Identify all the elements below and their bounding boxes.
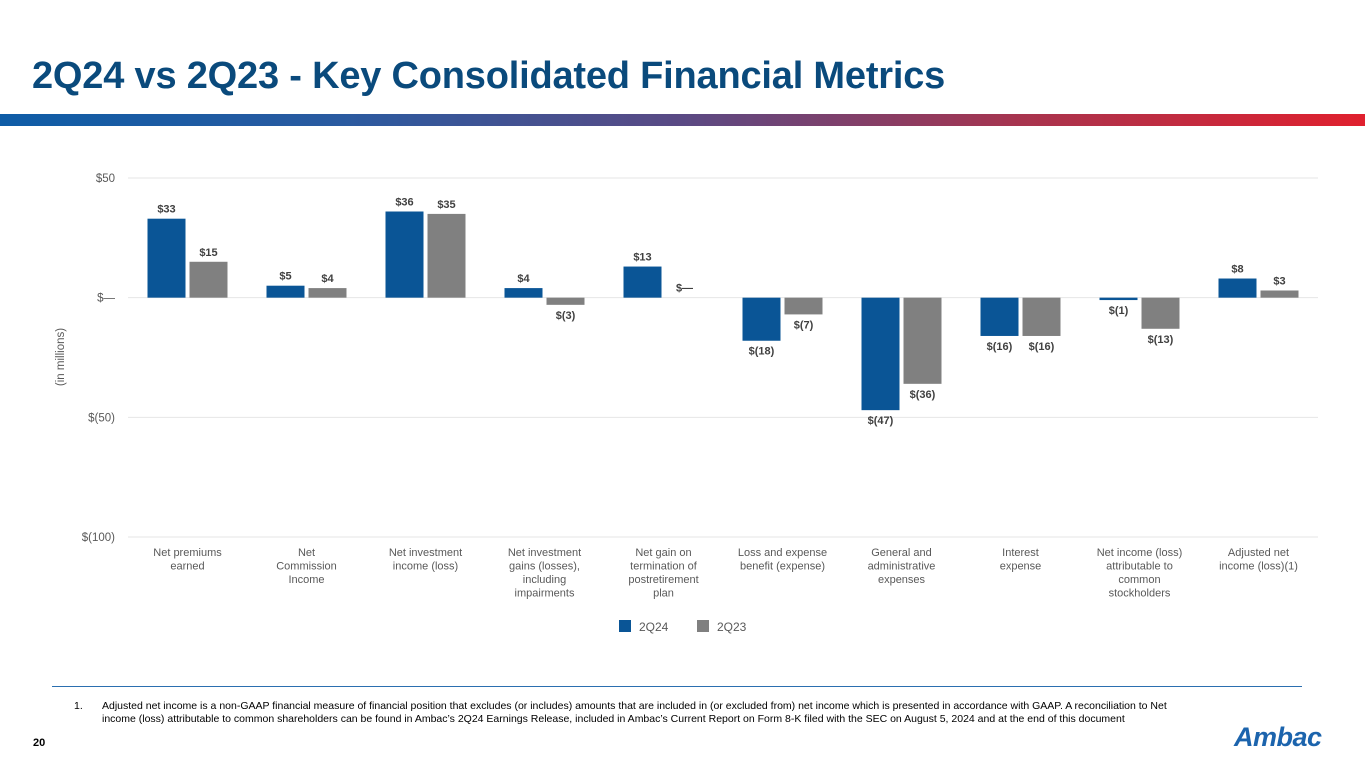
y-tick-label: $(100)	[82, 532, 115, 544]
page-title: 2Q24 vs 2Q23 - Key Consolidated Financia…	[32, 55, 946, 97]
x-tick-label: General and administrative expenses	[868, 547, 936, 586]
x-tick-label-line: expenses	[878, 574, 926, 586]
data-label: $—	[676, 283, 693, 295]
y-axis-label: (in millions)	[55, 328, 67, 386]
data-label: $3	[1273, 275, 1285, 287]
x-tick-label: Loss and expense benefit (expense)	[738, 547, 827, 573]
x-tick-label-line: expense	[1000, 561, 1042, 573]
x-tick-label-line: termination of	[630, 561, 698, 573]
x-tick-label: Net premiums earned	[153, 547, 222, 573]
x-tick-label-line: Commission	[276, 561, 337, 573]
data-label: $(36)	[910, 389, 936, 401]
x-tick-label-line: Net investment	[389, 547, 462, 559]
x-tick-label-line: including	[523, 574, 566, 586]
data-label: $(3)	[556, 310, 576, 322]
bar-2q23	[784, 297, 823, 315]
ambac-logo: Ambac	[1234, 722, 1322, 752]
x-tick-label: Net Commission Income	[276, 547, 337, 586]
x-tick-label-line: Loss and expense	[738, 547, 827, 559]
page-number: 20	[33, 737, 46, 749]
x-tick-label-line: Net investment	[508, 547, 581, 559]
bar-2q24	[861, 297, 900, 411]
data-label: $15	[199, 247, 217, 259]
x-tick-label-line: attributable to	[1106, 561, 1173, 573]
x-tick-label-line: income (loss)	[393, 561, 458, 573]
bar-2q23	[308, 288, 347, 298]
data-label: $4	[321, 273, 334, 285]
bar-2q24	[980, 297, 1019, 336]
footnote-divider	[52, 686, 1302, 687]
x-tick-label-line: Net	[298, 547, 315, 559]
bar-2q24	[623, 266, 662, 298]
bar-2q23	[1022, 297, 1061, 336]
y-tick-label: $—	[97, 293, 115, 305]
x-tick-label-line: Net income (loss)	[1097, 547, 1183, 559]
legend-label: 2Q23	[717, 620, 747, 634]
x-tick-label-line: General and	[871, 547, 932, 559]
footnote-number: 1.	[74, 700, 83, 712]
legend-swatch-2q24	[619, 620, 631, 632]
bar-2q24	[1099, 297, 1138, 301]
x-tick-label-line: stockholders	[1109, 588, 1171, 600]
data-label: $(16)	[1029, 341, 1055, 353]
bar-2q23	[546, 297, 585, 305]
bar-2q23	[1260, 290, 1299, 298]
data-label: $5	[279, 271, 291, 283]
x-tick-label-line: Income	[288, 574, 324, 586]
x-tick-label-line: Adjusted net	[1228, 547, 1289, 559]
data-label: $13	[633, 252, 651, 264]
x-tick-label-line: Net premiums	[153, 547, 222, 559]
data-label: $35	[437, 199, 455, 211]
bar-2q24	[147, 218, 186, 298]
data-label: $(1)	[1109, 305, 1129, 317]
legend-swatch-2q23	[697, 620, 709, 632]
data-label: $(47)	[868, 415, 894, 427]
bar-2q24	[1218, 278, 1257, 298]
header-gradient-stripe	[0, 114, 1365, 126]
data-label: $(13)	[1148, 334, 1174, 346]
x-tick-label: Adjusted net income (loss)(1)	[1219, 547, 1298, 573]
data-label: $(18)	[749, 346, 775, 358]
x-tick-label: Net gain on termination of postretirement p…	[628, 547, 698, 600]
data-label: $(16)	[987, 341, 1013, 353]
bar-chart: $50 $— $(50) $(100) (in millions) $33 $15 Net p…	[55, 173, 1318, 634]
data-label: $(7)	[794, 319, 814, 331]
x-tick-label-line: gains (losses),	[509, 561, 580, 573]
legend-label: 2Q24	[639, 620, 669, 634]
bar-2q23	[189, 261, 228, 298]
bar-2q23	[903, 297, 942, 384]
x-tick-label-line: income (loss)(1)	[1219, 561, 1298, 573]
data-label: $8	[1231, 264, 1243, 276]
x-tick-label-line: Net gain on	[635, 547, 691, 559]
x-tick-label-line: administrative	[868, 561, 936, 573]
y-tick-label: $(50)	[88, 412, 115, 424]
bar-2q24	[385, 211, 424, 298]
x-tick-label-line: Interest	[1002, 547, 1039, 559]
x-tick-label-line: postretirement	[628, 574, 698, 586]
x-tick-label-line: common	[1118, 574, 1160, 586]
x-tick-label-line: plan	[653, 588, 674, 600]
bar-2q23	[427, 213, 466, 298]
data-label: $4	[517, 273, 530, 285]
footnote-text: Adjusted net income is a non-GAAP financ…	[102, 700, 1167, 725]
data-label: $36	[395, 197, 413, 209]
x-tick-label-line: earned	[170, 561, 204, 573]
x-tick-label-line: impairments	[515, 588, 575, 600]
x-tick-label: Interest expense	[1000, 547, 1042, 573]
x-tick-label: Net investment income (loss)	[389, 547, 462, 573]
x-tick-label: Net income (loss) attributable to common st…	[1097, 547, 1183, 600]
x-tick-label-line: benefit (expense)	[740, 561, 825, 573]
data-label: $33	[157, 204, 175, 216]
bar-2q24	[504, 288, 543, 298]
bar-2q24	[742, 297, 781, 341]
y-tick-label: $50	[96, 173, 115, 185]
bar-2q24	[266, 285, 305, 298]
x-tick-label: Net investment gains (losses), including im…	[508, 547, 581, 600]
bar-2q23	[1141, 297, 1180, 329]
